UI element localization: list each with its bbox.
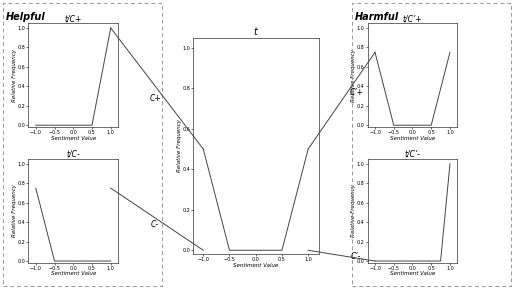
Text: C+: C+ bbox=[149, 94, 161, 103]
X-axis label: Sentiment Value: Sentiment Value bbox=[50, 271, 96, 277]
X-axis label: Sentiment Value: Sentiment Value bbox=[390, 136, 435, 141]
Title: t/C+: t/C+ bbox=[65, 14, 82, 23]
X-axis label: Sentiment Value: Sentiment Value bbox=[233, 263, 279, 268]
Title: t/C’+: t/C’+ bbox=[402, 14, 423, 23]
X-axis label: Sentiment Value: Sentiment Value bbox=[390, 271, 435, 277]
Title: t/C’-: t/C’- bbox=[405, 150, 420, 159]
Y-axis label: Relative Frequency: Relative Frequency bbox=[12, 184, 17, 238]
Text: C’+: C’+ bbox=[349, 88, 363, 97]
Y-axis label: Relative Frequency: Relative Frequency bbox=[176, 119, 181, 173]
Y-axis label: Relative Frequency: Relative Frequency bbox=[351, 49, 356, 102]
X-axis label: Sentiment Value: Sentiment Value bbox=[50, 136, 96, 141]
Y-axis label: Relative Frequency: Relative Frequency bbox=[351, 184, 356, 238]
Y-axis label: Relative Frequency: Relative Frequency bbox=[12, 49, 17, 102]
Title: t: t bbox=[254, 27, 258, 37]
Title: t/C-: t/C- bbox=[66, 150, 80, 159]
Text: C’-: C’- bbox=[351, 252, 361, 261]
Text: Harmful: Harmful bbox=[355, 12, 399, 22]
Text: Helpful: Helpful bbox=[6, 12, 46, 22]
Text: C-: C- bbox=[151, 220, 159, 229]
